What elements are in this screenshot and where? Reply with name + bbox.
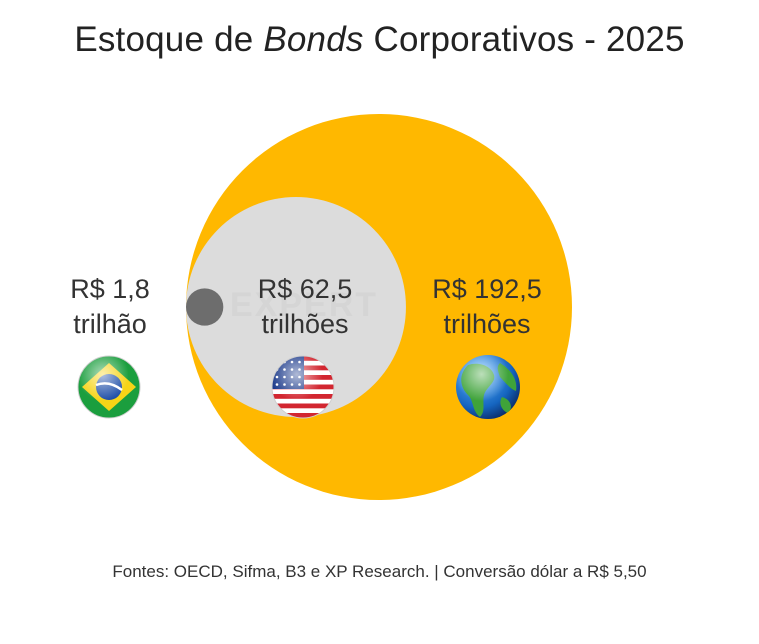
label-usa-value: R$ 62,5: [257, 274, 353, 304]
label-brazil: R$ 1,8 trilhão: [40, 272, 180, 342]
bubble-brazil: [186, 288, 224, 326]
globe-icon: [456, 355, 520, 419]
label-world-value: R$ 192,5: [432, 274, 542, 304]
label-usa-unit: trilhões: [261, 309, 349, 339]
label-world-unit: trilhões: [443, 309, 531, 339]
label-brazil-unit: trilhão: [73, 309, 147, 339]
source-note: Fontes: OECD, Sifma, B3 e XP Research. |…: [112, 562, 647, 581]
us-flag-icon: [271, 355, 335, 419]
brazil-flag-icon: [77, 355, 141, 419]
chart-title: Estoque de Bonds Corporativos - 2025: [0, 20, 759, 60]
title-suffix: Corporativos - 2025: [363, 20, 685, 59]
bubble-usa: [186, 197, 406, 417]
label-world: R$ 192,5 trilhões: [412, 272, 562, 342]
title-prefix: Estoque de: [74, 20, 264, 59]
title-italic: Bonds: [263, 20, 364, 59]
label-brazil-value: R$ 1,8: [70, 274, 150, 304]
label-usa: R$ 62,5 trilhões: [230, 272, 380, 342]
